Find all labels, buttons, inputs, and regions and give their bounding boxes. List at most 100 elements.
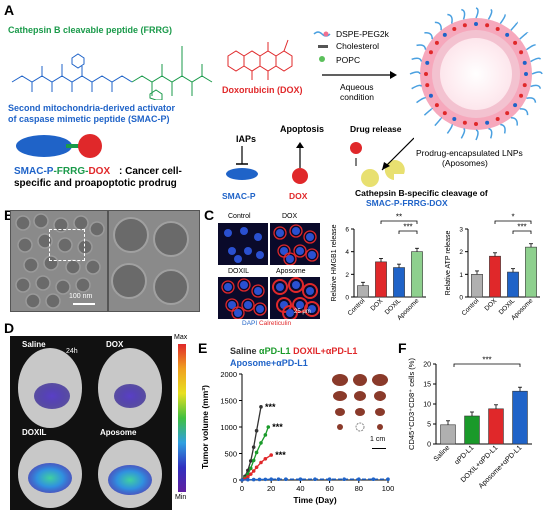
tem-image-zoom <box>108 210 200 312</box>
panel-label-b: B <box>4 207 14 223</box>
cholesterol-icon <box>318 45 328 48</box>
legend-aposome-pdl1: Aposome+αPD-L1 <box>230 358 308 368</box>
tumor-volume-chart: 0 500 1000 1500 2000 0 20 40 60 80 100 Time (Day) Tu… <box>200 370 394 505</box>
x-tick-label: DOX <box>369 297 384 312</box>
cleavage-label: Cathepsin B-specific cleavage of <box>355 188 488 198</box>
significance-label: * <box>511 213 514 222</box>
apoptosis-label: Apoptosis <box>280 124 324 134</box>
peptide-structure <box>11 46 213 100</box>
panel-label-d: D <box>4 320 15 336</box>
x-tick-label: 60 <box>325 484 333 493</box>
y-tick-label: 0 <box>459 295 463 302</box>
x-tick-label: 80 <box>355 484 363 493</box>
x-tick-label: Control <box>347 297 367 317</box>
confocal-label-doxil: DOXIL <box>228 268 250 275</box>
data-point <box>259 441 263 445</box>
data-point <box>254 428 259 433</box>
prodrug-name-smac: SMAC-P <box>14 166 54 177</box>
aqueous-line1: Aqueous <box>340 82 374 92</box>
data-point <box>263 433 268 437</box>
y-tick-label: 1 <box>459 272 463 279</box>
zoom-box <box>49 229 85 261</box>
stain-calreticulin: Calreticulin <box>258 320 292 327</box>
confocal-label-dox: DOX <box>282 213 298 220</box>
drug-release-schematic <box>350 137 414 187</box>
x-tick-label: αPD-L1 <box>454 444 476 466</box>
data-point <box>371 477 376 482</box>
lipid-legend-icons <box>313 31 331 62</box>
bar <box>464 415 480 445</box>
bar <box>525 246 537 298</box>
data-point <box>263 457 268 461</box>
data-point <box>298 477 303 482</box>
bar <box>512 390 528 445</box>
legend-saline: Saline <box>230 346 257 356</box>
legend-cholesterol: Cholesterol <box>336 41 379 51</box>
bar <box>375 261 387 298</box>
data-point <box>246 475 250 479</box>
line-legend-row1: Saline αPD-L1 DOXIL+αPD-L1 <box>230 346 357 356</box>
y-axis-label: Relative HMGB1 release <box>331 224 338 301</box>
x-tick-label: 20 <box>267 484 275 493</box>
confocal-scale-label: 25 μm <box>294 309 311 315</box>
x-tick-label: Saline <box>433 444 452 463</box>
significance-bracket <box>380 220 418 224</box>
tem-image-overview: 100 nm <box>10 210 108 312</box>
ivis-label-dox: DOX <box>106 340 124 349</box>
bar <box>488 408 504 445</box>
confocal-grid: Control DOX DOXIL Aposome 25 μm DAPI Cal… <box>218 213 322 327</box>
data-point <box>386 477 390 482</box>
ivis-mice <box>18 348 162 508</box>
y-tick-label: 3 <box>459 227 463 234</box>
legend-popc: POPC <box>336 55 361 65</box>
y-axis-label: Tumor volume (mm³) <box>200 385 210 469</box>
y-tick-label: 2000 <box>220 370 237 379</box>
colorbar <box>178 344 186 492</box>
bar <box>393 267 405 298</box>
smac-label-line1: Second mitochondria-derived activator <box>8 103 176 113</box>
panel-label-e: E <box>198 340 208 356</box>
y-tick-label: 20 <box>423 362 431 369</box>
cathepsin-label: Cathepsin B cleavable peptide (FRRG) <box>8 25 173 35</box>
data-point <box>259 460 263 465</box>
data-point <box>266 425 271 429</box>
prodrug-name-frrg: -FRRG- <box>53 166 89 177</box>
y-tick-label: 15 <box>423 382 431 389</box>
bar <box>489 255 501 298</box>
significance-bracket <box>494 220 532 224</box>
colorbar-max: Max <box>174 334 188 341</box>
confocal-label-aposome: Aposome <box>276 268 306 275</box>
data-point <box>254 465 259 470</box>
y-tick-label: 500 <box>224 450 237 459</box>
scale-bar <box>73 303 95 305</box>
ivis-label-saline: Saline <box>22 340 46 349</box>
y-tick-label: 2 <box>345 272 349 279</box>
panel-label-c: C <box>204 207 215 223</box>
x-tick-label: Aposome+αPD-L1 <box>478 444 524 490</box>
prodrug-name-dox: DOX <box>88 166 111 177</box>
x-tick-label: 0 <box>240 484 244 493</box>
data-point <box>251 445 256 449</box>
prodrug-name: SMAC-P-FRRG-DOX <box>14 166 110 177</box>
data-point <box>251 469 256 473</box>
smac-label-line2: of caspase mimetic peptide (SMAC-P) <box>8 114 170 124</box>
y-tick-label: 10 <box>423 402 431 409</box>
ivis-label-doxil: DOXIL <box>22 428 47 437</box>
x-tick-label: Control <box>461 297 481 317</box>
dox-label: Doxorubicin (DOX) <box>222 85 303 95</box>
data-point <box>284 477 288 482</box>
legend-dspe: DSPE-PEG2k <box>336 29 389 39</box>
data-point <box>269 453 273 457</box>
data-point <box>240 478 244 482</box>
significance-label: *** <box>275 450 286 460</box>
confocal-dox <box>270 223 320 266</box>
significance-bracket <box>453 363 521 367</box>
aqueous-line2: condition <box>340 92 375 102</box>
significance-label: *** <box>403 223 412 232</box>
iaps-label: IAPs <box>236 134 257 144</box>
data-point <box>269 477 273 482</box>
y-tick-label: 0 <box>233 476 237 485</box>
significance-bracket <box>398 230 418 234</box>
confocal-label-control: Control <box>228 213 251 220</box>
y-tick-label: 2 <box>459 249 463 256</box>
